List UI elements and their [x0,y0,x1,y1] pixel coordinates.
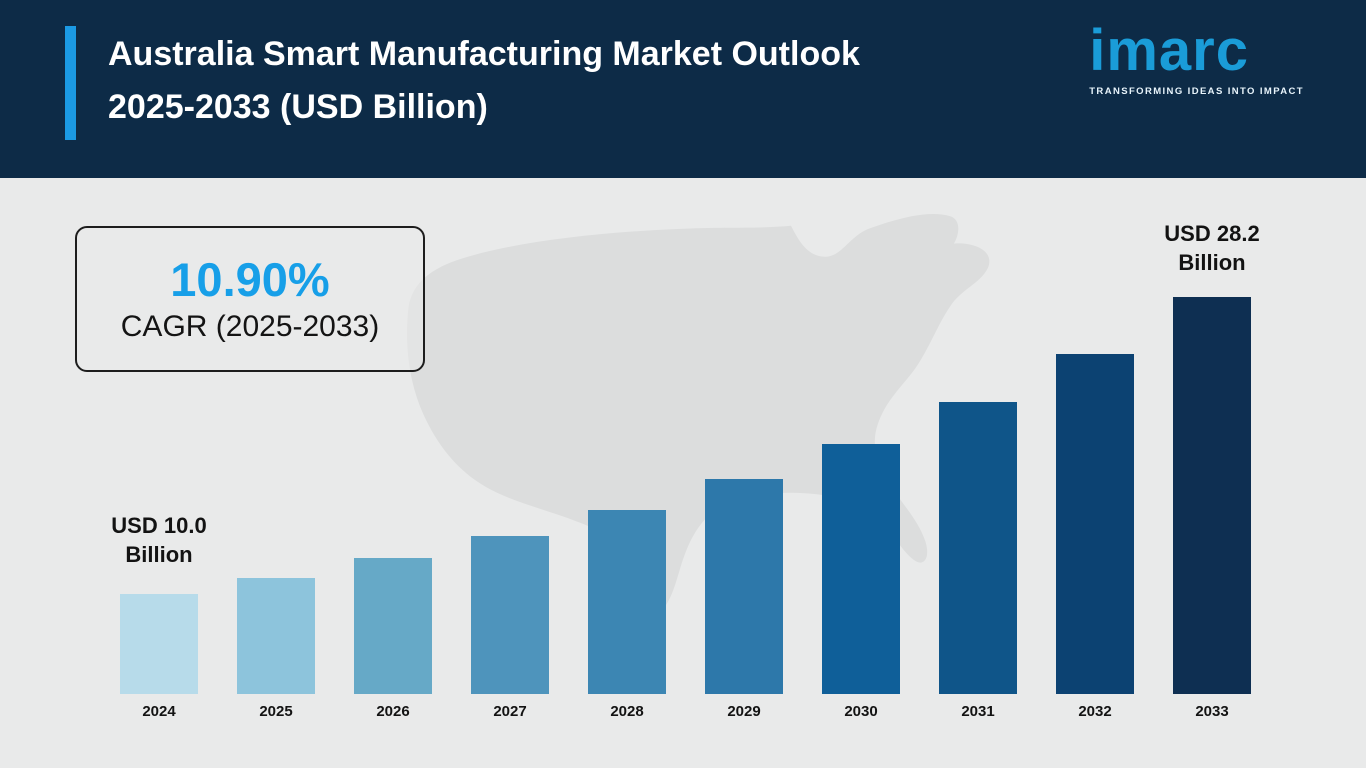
page-title: Australia Smart Manufacturing Market Out… [108,28,860,133]
imarc-logo: imarc TRANSFORMING IDEAS INTO IMPACT [1089,18,1304,98]
bar-2030 [822,444,900,694]
bar-2026 [354,558,432,694]
bar-chart: 2024 2025 2026 2027 2028 2029 2030 2031 2032 2033 [120,297,1251,720]
last-bar-value-line1: USD 28.2 [1164,221,1260,246]
bar-2025 [237,578,315,694]
bar-2033 [1173,297,1251,694]
title-accent-bar [65,26,76,140]
imarc-logo-text: imarc [1089,18,1250,83]
bar-2031 [939,402,1017,694]
bar-column-2033: 2033 [1173,297,1251,720]
page-title-line2: 2025-2033 (USD Billion) [108,87,488,126]
bar-column-2030: 2030 [822,444,900,720]
bar-column-2029: 2029 [705,479,783,720]
bar-column-2031: 2031 [939,402,1017,720]
bar-column-2025: 2025 [237,578,315,720]
x-tick-label-2029: 2029 [727,703,761,720]
bar-2027 [471,536,549,694]
bar-column-2028: 2028 [588,510,666,720]
x-tick-label-2032: 2032 [1078,703,1112,720]
imarc-logo-tagline: TRANSFORMING IDEAS INTO IMPACT [1089,86,1304,97]
x-tick-label-2025: 2025 [259,703,293,720]
bar-2029 [705,479,783,694]
cagr-label: CAGR (2025-2033) [120,309,380,343]
us-map-silhouette [407,213,990,609]
x-tick-label-2024: 2024 [142,703,176,720]
bar-column-2027: 2027 [471,536,549,720]
bar-column-2032: 2032 [1056,354,1134,720]
cagr-value: 10.90% [170,253,330,307]
first-bar-value-line2: Billion [125,541,193,567]
x-tick-label-2026: 2026 [376,703,410,720]
bar-2032 [1056,354,1134,694]
x-tick-label-2027: 2027 [493,703,527,720]
page-title-line1: Australia Smart Manufacturing Market Out… [108,35,860,73]
bar-2028 [588,510,666,694]
bar-2024 [120,594,198,694]
header-banner: Australia Smart Manufacturing Market Out… [0,0,1366,178]
last-bar-value-label: USD 28.2 Billion [1142,220,1282,277]
first-bar-value-label: USD 10.0 Billion [89,512,229,569]
bar-column-2026: 2026 [354,558,432,720]
x-tick-label-2028: 2028 [610,703,644,720]
bar-column-2024: 2024 [120,594,198,720]
x-tick-label-2033: 2033 [1195,703,1229,720]
x-tick-label-2031: 2031 [961,703,995,720]
first-bar-value-line1: USD 10.0 [111,513,207,538]
x-tick-label-2030: 2030 [844,703,878,720]
last-bar-value-line2: Billion [1178,249,1246,275]
cagr-callout-box: 10.90% CAGR (2025-2033) [75,226,425,372]
